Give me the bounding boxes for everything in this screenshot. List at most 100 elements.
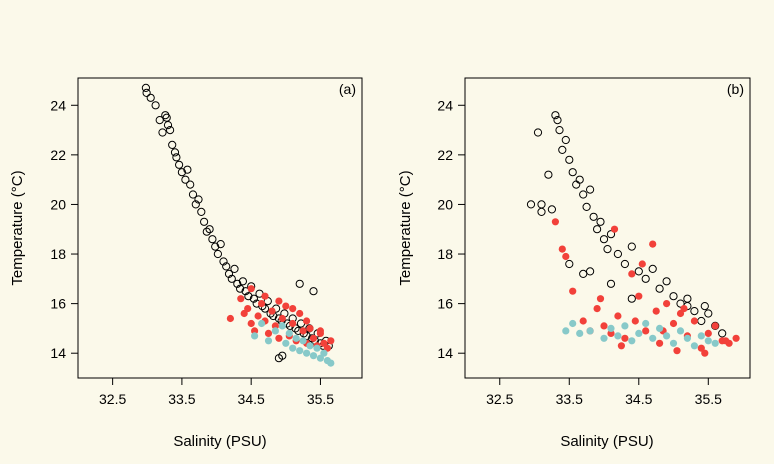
panel-a-point-series-2 <box>264 337 273 345</box>
panel-a-point-series-1 <box>316 327 324 335</box>
panel-a-point-series-2 <box>320 349 328 357</box>
panel-a-x-tick-label: 34.5 <box>238 391 265 407</box>
panel-b-axes: 32.5 33.5 34.5 35.5 14 16 18 20 22 24 <box>437 97 722 407</box>
panel-a-point-series-0 <box>191 200 200 209</box>
panel-b-point-series-1 <box>711 322 719 330</box>
panel-a-point-series-1 <box>327 337 335 345</box>
panel-a-point-series-0 <box>244 292 253 301</box>
panel-a-point-series-1 <box>278 314 286 323</box>
panel-a-point-series-0 <box>170 148 180 157</box>
panel-a-point-series-0 <box>224 269 234 278</box>
panel-b-point-series-0 <box>606 279 616 288</box>
panel-b-x-tick-label: 34.5 <box>625 391 652 407</box>
panel-b-point-series-0 <box>533 128 543 137</box>
panel-b-point-series-0 <box>589 212 598 221</box>
panel-a-point-series-0 <box>227 274 236 283</box>
panel-a-point-series-0 <box>274 354 283 363</box>
panel-a-point-series-0 <box>186 180 195 189</box>
panel-a-point-series-1 <box>306 324 314 332</box>
panel-b-y-axis-label: Temperature (°C) <box>397 170 414 285</box>
panel-b-point-series-2 <box>576 329 584 337</box>
panel-b-point-series-0 <box>718 329 727 338</box>
panel-a-point-series-0 <box>216 240 225 249</box>
panel-b-point-series-1 <box>614 312 622 320</box>
panel-a-point-series-0 <box>163 121 173 130</box>
panel-b-point-series-0 <box>648 264 657 273</box>
panel-b-point-series-1 <box>569 287 577 295</box>
panel-b-points <box>526 111 740 357</box>
panel-b-y-tick-label: 24 <box>437 97 453 113</box>
panel-a-point-series-1 <box>309 334 318 342</box>
panel-b-point-series-1 <box>607 329 615 337</box>
panel-b-point-series-0 <box>547 205 557 214</box>
panel-b-point-series-1 <box>690 317 699 325</box>
panel-a-point-series-2 <box>316 354 324 362</box>
panel-a-point-series-1 <box>254 312 262 320</box>
panel-b-point-series-1 <box>673 347 681 355</box>
panel-a-point-series-0 <box>183 165 192 174</box>
panel-a-y-tick-label: 20 <box>50 196 66 212</box>
panel-a-frame <box>77 77 363 379</box>
panel-b-point-series-2 <box>683 334 692 342</box>
panel-b-point-series-0 <box>641 274 650 283</box>
panel-a-point-series-0 <box>158 128 167 137</box>
panel-b-point-series-1 <box>652 307 660 315</box>
panel-a-point-series-0 <box>295 279 304 288</box>
panel-b-point-series-0 <box>537 200 546 209</box>
panel-a-point-series-2 <box>271 327 279 335</box>
panel-a-point-series-0 <box>175 160 184 169</box>
panel-a-point-series-0 <box>181 175 190 184</box>
panel-b-point-series-0 <box>627 294 636 303</box>
panel-b-point-series-1 <box>635 292 643 300</box>
panel-b-y-tick-label: 20 <box>437 196 453 212</box>
panel-b-point-series-0 <box>634 267 643 276</box>
panel-a-point-series-0 <box>166 126 175 135</box>
panel-a-point-series-0 <box>172 153 181 162</box>
panel-b-y-tick-label: 16 <box>437 296 453 312</box>
panel-b-y-tick-label: 14 <box>437 345 453 361</box>
panel-a-point-series-1 <box>226 314 234 323</box>
panel-b-point-series-0 <box>526 200 536 209</box>
panel-a-point-series-0 <box>309 287 318 296</box>
panel-b-point-series-0 <box>669 292 678 301</box>
panel-a-point-series-0 <box>162 113 171 122</box>
panel-a-y-axis-label: Temperature (°C) <box>9 170 26 285</box>
panel-a-point-series-2 <box>327 359 335 367</box>
panel-b-point-series-1 <box>701 349 709 357</box>
panel-a: 32.5 33.5 34.5 35.5 14 16 18 20 22 24 (a) Salinit… <box>9 77 363 450</box>
panel-b-point-series-0 <box>676 299 685 308</box>
panel-a-y-tick-label: 18 <box>50 246 66 262</box>
panel-b-point-series-0 <box>697 316 706 326</box>
panel-a-y-tick-label: 16 <box>50 296 66 312</box>
panel-b-point-series-2 <box>628 337 636 345</box>
panel-a-point-series-1 <box>251 327 259 335</box>
panel-a-point-series-2 <box>289 344 297 352</box>
panel-b-y-tick-label: 18 <box>437 246 453 262</box>
panel-b-point-series-0 <box>655 284 664 293</box>
panel-b-point-series-0 <box>555 126 564 135</box>
panel-b-point-series-2 <box>586 327 594 335</box>
panel-b-point-series-0 <box>613 249 623 259</box>
panel-b-point-series-2 <box>676 327 685 335</box>
panel-a-point-series-1 <box>296 309 304 318</box>
panel-b-point-series-0 <box>544 170 553 179</box>
panel-b-frame <box>464 77 751 379</box>
panel-b-point-series-1 <box>669 319 678 328</box>
panel-b-point-series-2 <box>614 332 622 340</box>
panel-b-point-series-0 <box>606 230 616 239</box>
panel-b-point-series-0 <box>565 259 574 269</box>
panel-b-point-series-2 <box>621 322 629 330</box>
panel-a-point-series-2 <box>292 334 300 342</box>
panel-b-point-series-1 <box>621 334 629 342</box>
panel-b-point-series-1 <box>610 225 619 233</box>
panel-a-point-series-1 <box>237 295 245 303</box>
panel-a-label: (a) <box>339 81 356 97</box>
panel-b-point-series-1 <box>593 305 601 313</box>
panel-a-point-series-0 <box>151 101 160 110</box>
panel-b-point-series-0 <box>553 116 562 125</box>
panel-b-point-series-1 <box>638 260 646 268</box>
panel-a-point-series-0 <box>142 88 151 98</box>
panel-b-point-series-0 <box>662 277 671 286</box>
panel-a-point-series-2 <box>299 337 307 345</box>
